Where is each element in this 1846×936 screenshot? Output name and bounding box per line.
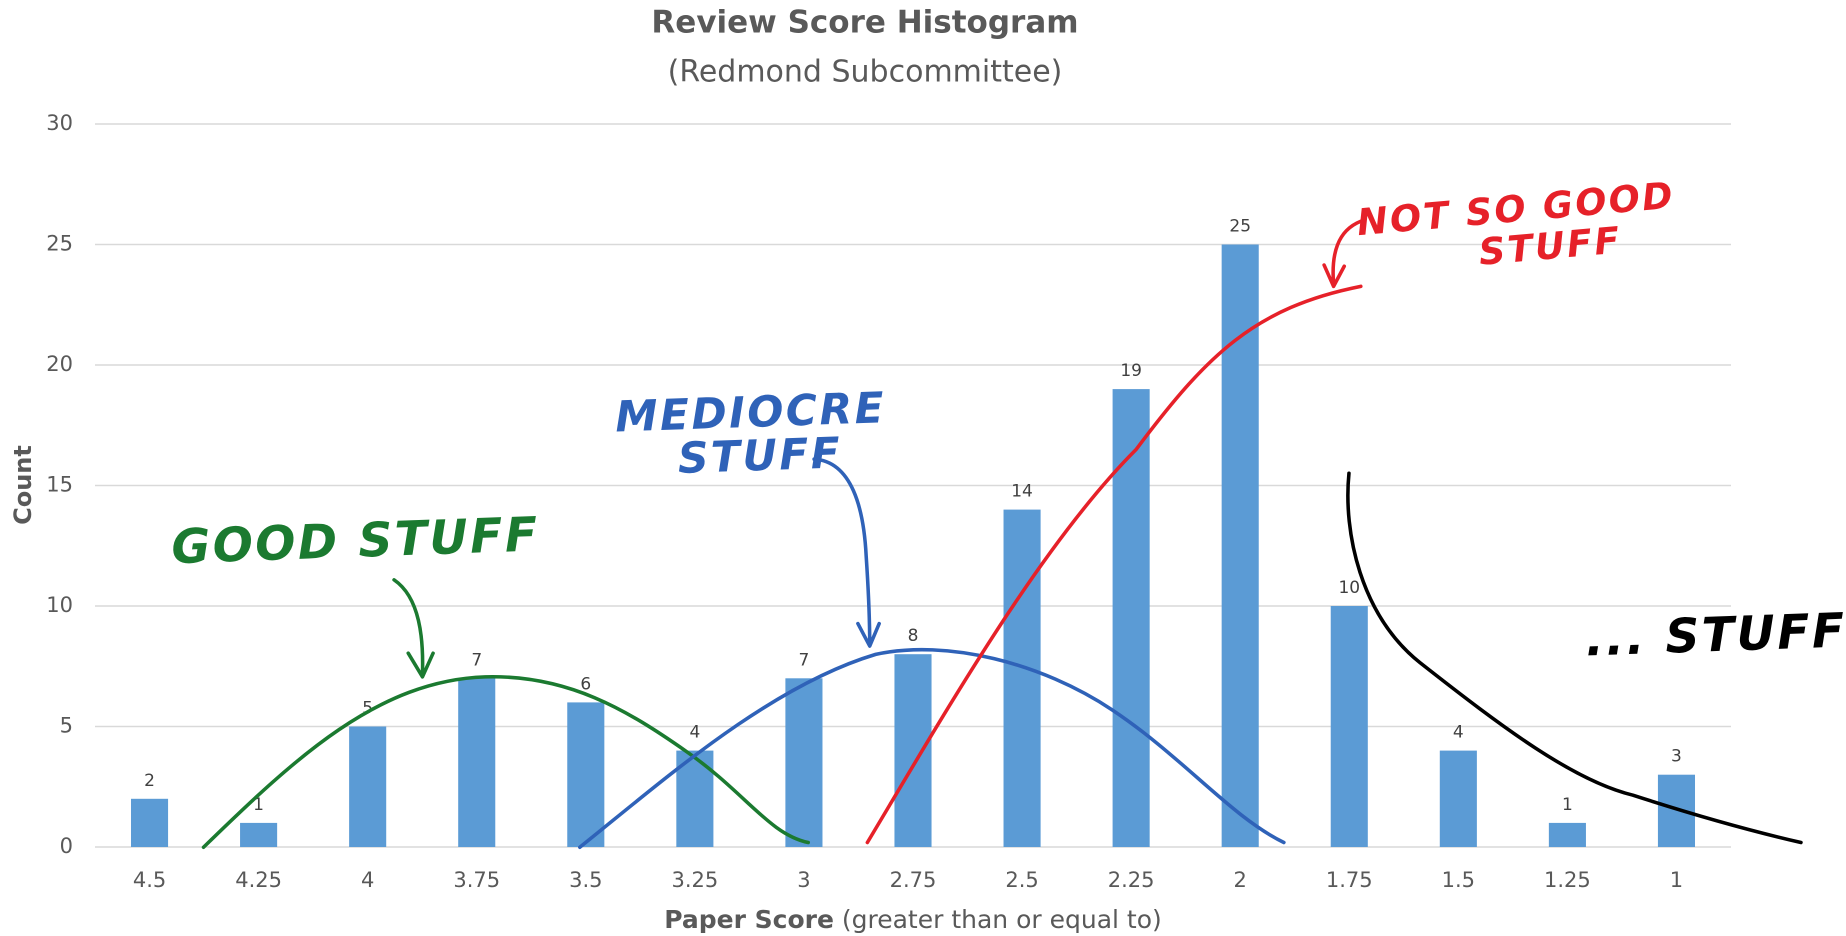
y-tick-label: 5 (60, 714, 73, 738)
not-good-arrow (1322, 219, 1363, 289)
data-label: 4 (1453, 723, 1464, 743)
x-tick-label: 2 (1234, 868, 1247, 892)
annotation: STUFF (677, 428, 843, 484)
annotation: GOOD STUFF (171, 507, 541, 575)
bar (1657, 774, 1696, 847)
bar (240, 822, 278, 847)
x-tick-label: 3 (797, 868, 810, 892)
mediocre-curve (578, 647, 1286, 850)
x-tick-label: 4.5 (133, 868, 166, 892)
good-curve (201, 675, 810, 850)
y-tick-label: 10 (46, 593, 73, 617)
x-tick-label: 2.75 (890, 868, 937, 892)
not-good-curve (865, 284, 1363, 845)
annotation: ... STUFF (1585, 603, 1846, 667)
data-label: 6 (580, 674, 591, 694)
data-label: 3 (1671, 747, 1682, 767)
y-tick-label: 20 (46, 352, 73, 376)
bar (130, 798, 169, 847)
chart-title: Review Score Histogram (651, 5, 1078, 41)
bar (1548, 822, 1586, 847)
y-axis-label: Count (9, 445, 37, 525)
stuff-curve (1346, 471, 1803, 845)
bar (1330, 606, 1368, 847)
x-tick-label: 3.5 (569, 868, 602, 892)
data-label: 14 (1011, 482, 1033, 502)
x-axis-label-rest: (greater than or equal to) (842, 905, 1162, 934)
x-tick-label: 1.25 (1544, 868, 1591, 892)
data-label: 4 (689, 723, 700, 743)
data-label: 7 (799, 650, 810, 670)
bar (567, 702, 605, 847)
bar (1112, 389, 1150, 847)
bar (1003, 509, 1041, 847)
data-label: 8 (908, 626, 919, 646)
x-tick-label: 4.25 (235, 868, 282, 892)
mediocre-arrow (812, 457, 881, 648)
x-tick-label: 3.75 (453, 868, 500, 892)
x-tick-label: 3.25 (671, 868, 718, 892)
y-tick-label: 25 (46, 232, 73, 256)
data-label: 1 (1562, 795, 1573, 815)
x-tick-label: 4 (361, 868, 374, 892)
bar (349, 726, 387, 847)
x-tick-label: 2.5 (1005, 868, 1038, 892)
bar (785, 678, 823, 847)
data-label: 7 (471, 650, 482, 670)
x-tick-label: 1.75 (1326, 868, 1373, 892)
x-tick-label: 2.25 (1108, 868, 1155, 892)
x-axis-label-bold: Paper Score (664, 905, 834, 934)
bar (1439, 750, 1477, 847)
data-label: 5 (362, 699, 373, 719)
annotation: MEDIOCRE (614, 383, 886, 442)
bar (894, 654, 932, 847)
y-tick-label: 30 (46, 111, 73, 135)
y-tick-label: 0 (60, 834, 73, 858)
data-label: 2 (144, 771, 155, 791)
data-label: 25 (1229, 217, 1251, 237)
data-label: 10 (1338, 578, 1360, 598)
good-arrow (392, 578, 435, 679)
x-axis-label: Paper Score (greater than or equal to) (664, 905, 1162, 934)
data-label: 1 (253, 795, 264, 815)
data-label: 19 (1120, 361, 1142, 381)
y-tick-label: 15 (46, 473, 73, 497)
chart-subtitle: (Redmond Subcommittee) (668, 55, 1063, 90)
x-tick-label: 1.5 (1442, 868, 1475, 892)
bar (458, 678, 496, 847)
x-tick-label: 1 (1670, 868, 1683, 892)
